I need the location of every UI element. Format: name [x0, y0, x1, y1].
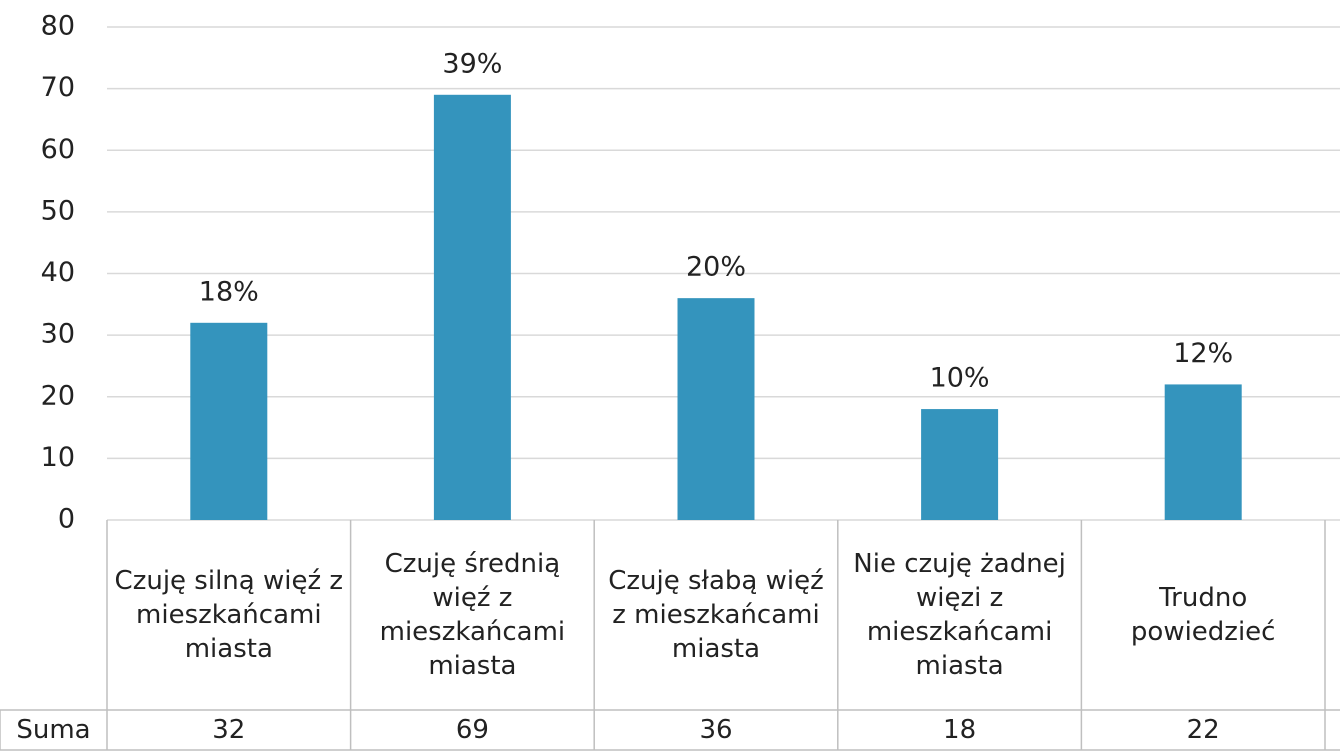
bar — [1164, 384, 1242, 520]
bar — [190, 322, 268, 520]
y-tick-label: 30 — [41, 319, 75, 350]
y-tick-label: 70 — [41, 72, 75, 103]
category-label: Czuję silną więź z mieszkańcami miasta — [114, 566, 344, 664]
y-tick-label: 80 — [41, 11, 75, 42]
table-value: 36 — [699, 715, 733, 745]
table-value: 18 — [943, 715, 977, 745]
bar — [921, 409, 999, 520]
y-tick-label: 10 — [41, 442, 75, 473]
table-value: 69 — [455, 715, 489, 745]
data-label: 20% — [686, 252, 746, 283]
data-label: 10% — [930, 363, 990, 394]
category-label: Nie czuję żadnej więzi z mieszkańcami mi… — [853, 549, 1066, 681]
y-tick-label: 50 — [41, 195, 75, 226]
table-value: 32 — [212, 715, 246, 745]
bar — [677, 298, 755, 520]
bar — [433, 94, 511, 520]
y-tick-label: 20 — [41, 380, 75, 411]
data-label: 18% — [199, 276, 259, 307]
y-tick-label: 40 — [41, 257, 75, 288]
table-value: 22 — [1186, 715, 1220, 745]
category-label: Trudno powiedzieć — [1130, 583, 1276, 647]
data-label: 12% — [1173, 338, 1233, 369]
data-label: 39% — [442, 48, 502, 79]
table-row-label: Suma — [16, 715, 91, 745]
category-label: Czuję słabą więź z mieszkańcami miasta — [608, 566, 824, 664]
y-tick-label: 0 — [58, 504, 75, 535]
y-tick-label: 60 — [41, 134, 75, 165]
category-label: Czuję średnią więź z mieszkańcami miasta — [379, 549, 566, 681]
